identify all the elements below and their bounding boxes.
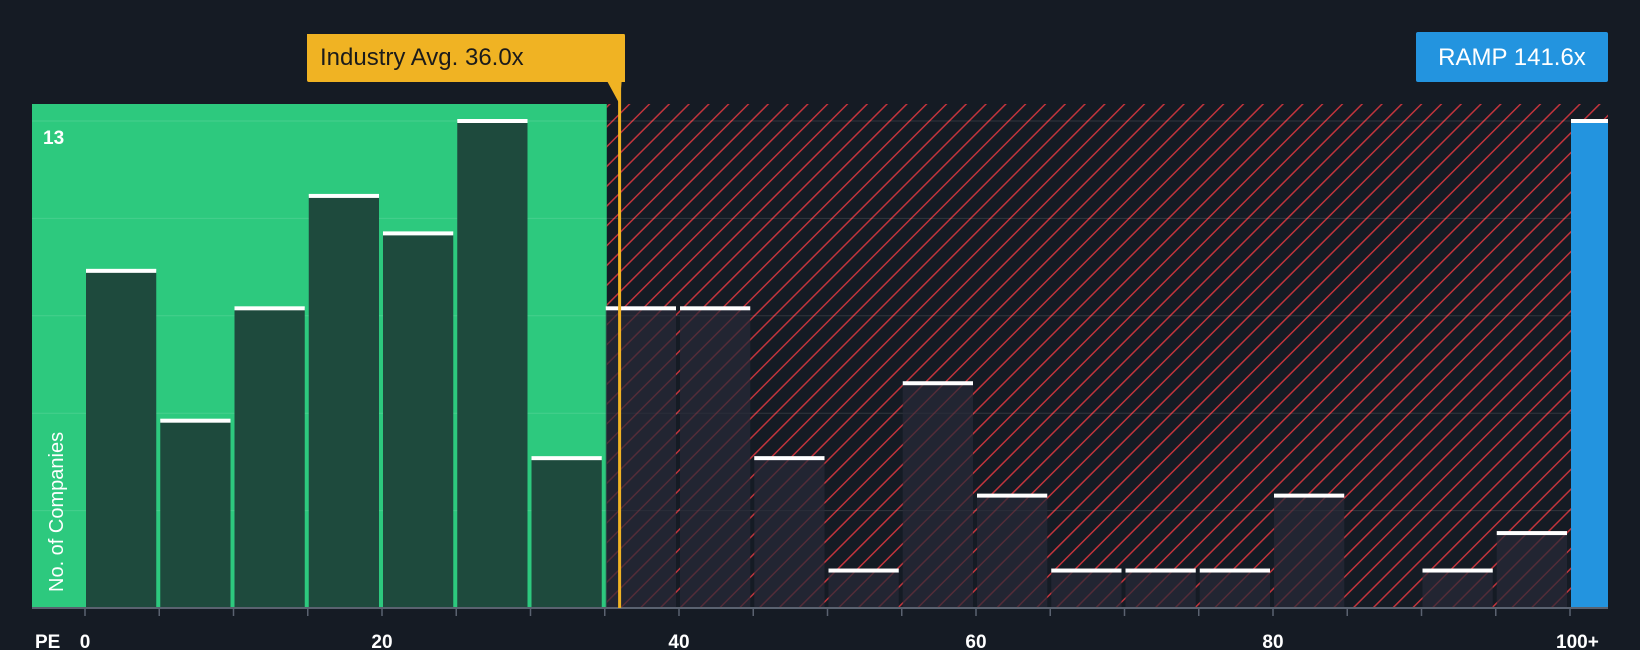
histogram-bar [680,308,751,608]
x-tick-label: 20 [371,632,392,650]
company-bar [1571,121,1608,608]
bar-cap [160,418,231,423]
histogram-bar [605,308,676,608]
bar-cap [1051,568,1122,573]
bar-cap [1199,568,1270,573]
histogram-bar [234,308,305,608]
histogram-bar [828,570,899,608]
bar-cap [531,456,602,461]
bar-cap [828,568,899,573]
histogram-bars [86,119,1567,608]
bar-cap [1125,568,1196,573]
bar-cap [1274,493,1345,498]
histogram-bar [86,270,157,608]
bar-cap [680,306,751,311]
histogram-bar [1199,570,1270,608]
bar-cap [1422,568,1493,573]
y-max-label: 13 [43,128,64,149]
histogram-bar [977,495,1048,608]
bar-cap [86,268,157,273]
histogram-bar [160,420,231,608]
histogram-bar [1125,570,1196,608]
histogram-bar [531,458,602,608]
histogram-bar [457,121,528,608]
histogram-bar [1496,533,1567,608]
histogram-bar [1274,495,1345,608]
bar-cap [1496,531,1567,536]
x-tick-label: 60 [965,632,986,650]
x-tick-label: 100+ [1556,632,1599,650]
bar-cap [902,381,973,386]
company-bar-cap [1571,119,1608,123]
bar-cap [605,306,676,311]
x-tick-label: 80 [1262,632,1283,650]
histogram-bar [308,195,379,608]
x-tick-label: 0 [80,632,91,650]
histogram-bar [754,458,825,608]
x-ticks: 0 20 40 60 80 100+ [80,608,1599,650]
bar-cap [234,306,305,311]
histogram-bar [1051,570,1122,608]
x-axis-label: PE [35,632,60,650]
company-badge [1416,32,1608,82]
bar-cap [754,456,825,461]
x-tick-label: 40 [668,632,689,650]
bar-cap [977,493,1048,498]
histogram-bar [383,233,454,608]
bar-cap [457,119,528,123]
bar-cap [308,193,379,198]
industry-avg-label: Industry Avg. 36.0x [320,44,524,71]
y-axis-label: No. of Companies [46,432,68,592]
histogram-bar [1422,570,1493,608]
bar-cap [383,231,454,236]
industry-avg-callout [307,34,625,104]
histogram-bar [902,383,973,608]
company-badge-label: RAMP 141.6x [1438,44,1586,71]
